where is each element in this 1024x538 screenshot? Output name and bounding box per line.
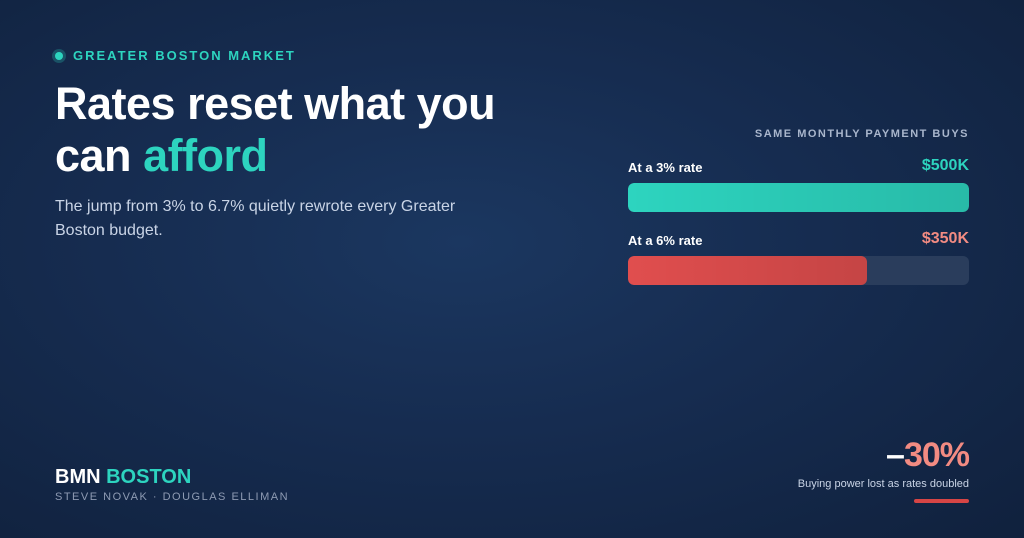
subhead: The jump from 3% to 6.7% quietly rewrote… <box>55 198 456 239</box>
brand-name: BMN <box>55 466 101 488</box>
bar-label: At a 3% rate <box>628 160 703 175</box>
eyebrow-text: GREATER BOSTON MARKET <box>73 48 296 63</box>
headline-text: Rates reset what you can <box>55 78 496 181</box>
bar-label: At a 6% rate <box>628 233 703 248</box>
eyebrow-dot <box>55 51 63 60</box>
brand-accent: BOSTON <box>106 466 192 488</box>
byline: STEVE NOVAK · DOUGLAS ELLIMAN <box>55 491 290 503</box>
bar <box>628 183 969 212</box>
stat-value: 30% <box>903 436 970 474</box>
stat-sign: – <box>886 436 905 474</box>
brand: BMN BOSTON <box>55 466 191 489</box>
stat-caption: Buying power lost as rates doubled <box>797 478 969 490</box>
chart: SAME MONTHLY PAYMENT BUYS At a 3% rate $5… <box>628 125 969 295</box>
eyebrow: GREATER BOSTON MARKET <box>55 48 296 63</box>
headline-accent: afford <box>143 130 268 181</box>
stat-rule <box>914 499 969 503</box>
stat: –30% <box>886 436 970 475</box>
bar-track <box>628 183 969 212</box>
bar <box>628 256 867 285</box>
value-label: $500K <box>921 157 969 174</box>
chart-title: SAME MONTHLY PAYMENT BUYS <box>754 128 969 140</box>
bar-track <box>628 256 969 285</box>
headline: Rates reset what you can afford <box>55 78 555 182</box>
value-label: $350K <box>921 230 969 247</box>
